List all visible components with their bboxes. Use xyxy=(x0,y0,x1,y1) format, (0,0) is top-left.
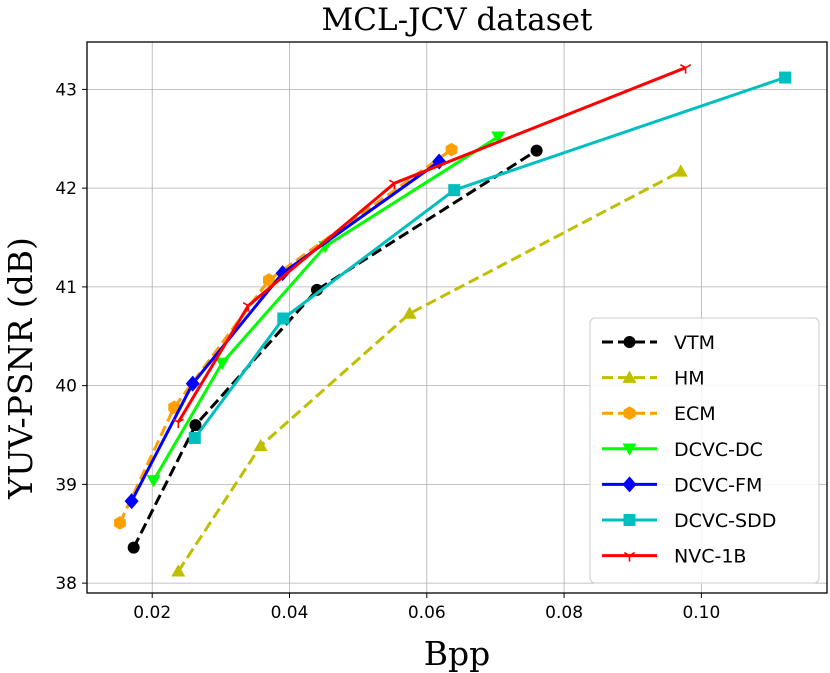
data-point-vtm xyxy=(189,419,202,432)
data-point-dcvc-fm xyxy=(275,265,290,282)
data-point-dcvc-fm xyxy=(185,375,200,392)
data-point-ecm xyxy=(445,142,458,157)
data-point-hm xyxy=(171,564,186,577)
y-tick-label: 43 xyxy=(55,80,77,100)
legend-label: DCVC-DC xyxy=(674,439,763,461)
x-tick-label: 0.06 xyxy=(408,603,446,623)
x-tick-label: 0.10 xyxy=(682,603,720,623)
data-point-ecm xyxy=(263,273,275,287)
legend-marker xyxy=(623,514,636,526)
data-point-vtm xyxy=(127,541,140,554)
data-point-nvc-1b xyxy=(172,418,184,429)
legend-marker xyxy=(623,406,636,420)
y-tick-label: 42 xyxy=(55,179,77,199)
series-line-nvc-1b xyxy=(177,66,687,423)
y-tick-label: 38 xyxy=(55,574,77,594)
data-point-dcvc-sdd xyxy=(188,431,201,444)
legend-item-dcvc-dc: DCVC-DC xyxy=(602,439,763,461)
series-layer xyxy=(114,63,792,577)
data-point-vtm xyxy=(530,144,543,157)
legend-box xyxy=(589,317,820,584)
legend-marker xyxy=(623,551,636,562)
data-point-dcvc-sdd xyxy=(779,71,792,84)
x-tick-label: 0.08 xyxy=(545,603,583,623)
x-tick-label: 0.04 xyxy=(271,603,309,623)
legend-label: HM xyxy=(674,368,705,390)
legend-marker xyxy=(623,336,636,348)
series-line-dcvc-dc xyxy=(152,135,500,482)
series-line-hm xyxy=(177,170,682,573)
series-dcvc-sdd xyxy=(188,71,792,444)
y-tick-label: 40 xyxy=(55,377,77,397)
legend-label: NVC-1B xyxy=(674,546,746,568)
legend-label: ECM xyxy=(674,403,716,425)
series-nvc-1b xyxy=(172,63,692,429)
data-point-vtm xyxy=(310,283,323,296)
legend-marker xyxy=(622,370,637,383)
legend-label: VTM xyxy=(674,332,715,354)
data-point-hm xyxy=(253,438,268,452)
series-ecm xyxy=(114,142,458,530)
data-point-nvc-1b xyxy=(679,63,692,74)
legend-item-nvc-1b: NVC-1B xyxy=(602,546,746,568)
data-point-dcvc-sdd xyxy=(448,184,461,197)
legend-label: DCVC-SDD xyxy=(674,510,776,532)
legend-item-dcvc-sdd: DCVC-SDD xyxy=(602,510,776,532)
data-point-dcvc-sdd xyxy=(277,312,290,325)
series-line-dcvc-fm xyxy=(130,160,441,502)
series-line-vtm xyxy=(132,149,538,549)
data-point-dcvc-fm xyxy=(124,493,139,510)
y-axis-label: YUV-PSNR (dB) xyxy=(1,237,40,500)
data-point-nvc-1b xyxy=(242,301,254,312)
series-line-dcvc-sdd xyxy=(193,76,786,439)
data-point-hm xyxy=(402,306,417,319)
series-line-ecm xyxy=(118,148,453,524)
x-axis-label: Bpp xyxy=(424,634,491,673)
data-point-dcvc-dc xyxy=(146,475,161,488)
plot-frame xyxy=(86,41,828,594)
y-tick-label: 41 xyxy=(55,278,77,298)
series-vtm xyxy=(127,144,543,554)
series-dcvc-fm xyxy=(124,153,447,510)
data-point-dcvc-dc xyxy=(215,357,230,370)
chart-title: MCL-JCV dataset xyxy=(322,2,593,38)
legend-item-vtm: VTM xyxy=(602,332,715,354)
data-point-ecm xyxy=(114,516,126,530)
legend-label: DCVC-FM xyxy=(674,474,762,496)
legend-item-hm: HM xyxy=(602,368,705,390)
x-tick-label: 0.02 xyxy=(133,603,171,623)
legend-item-dcvc-fm: DCVC-FM xyxy=(602,474,762,496)
data-point-dcvc-dc xyxy=(491,131,506,144)
series-hm xyxy=(171,164,688,577)
ticks: 0.02 0.04 0.06 0.08 0.10 38 39 40 41 42 43 xyxy=(55,80,720,623)
legend: VTM HM ECM DCVC-DC DCVC-FM DCVC-SDD NVC-1B xyxy=(589,317,820,584)
data-point-nvc-1b xyxy=(388,179,401,190)
y-tick-label: 39 xyxy=(55,475,77,495)
legend-item-ecm: ECM xyxy=(602,403,716,425)
legend-marker xyxy=(622,476,637,493)
data-point-hm xyxy=(673,164,688,177)
legend-marker xyxy=(622,443,637,456)
